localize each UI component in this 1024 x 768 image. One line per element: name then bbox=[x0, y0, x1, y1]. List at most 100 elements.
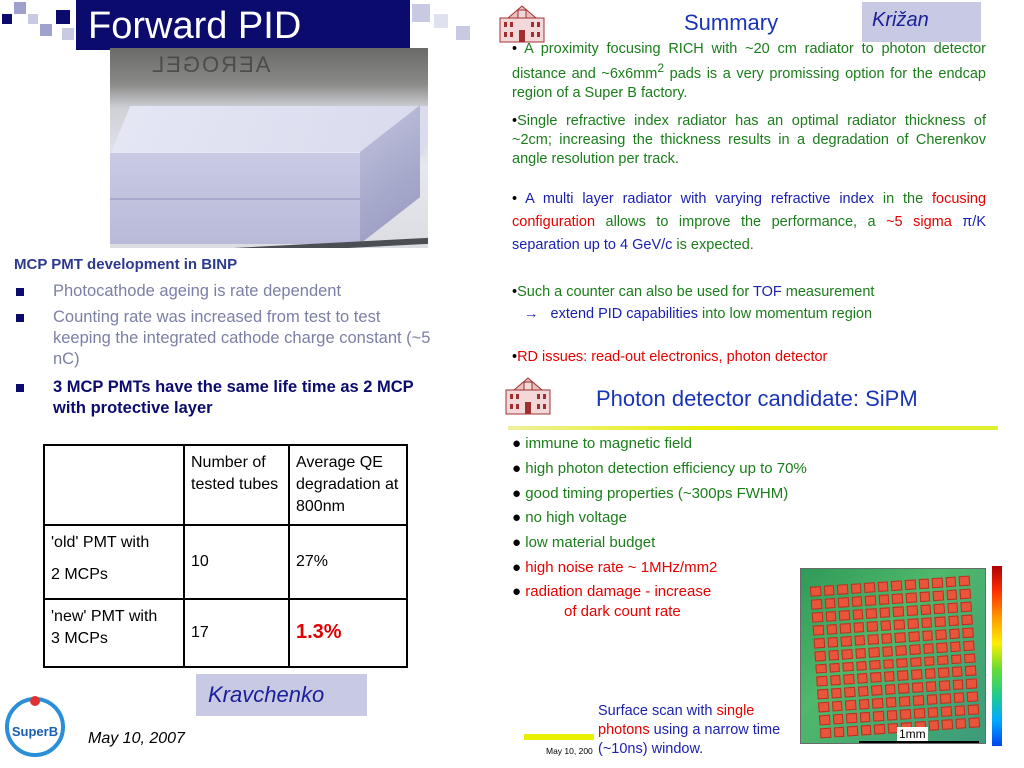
bullet-text-2: Counting rate was increased from test to… bbox=[53, 308, 431, 368]
sipm-pixel bbox=[832, 713, 844, 725]
sipm-pixel bbox=[817, 689, 829, 700]
title-bar bbox=[76, 0, 410, 50]
summary-paragraph-1: • A proximity focusing RICH with ~20 cm … bbox=[512, 41, 987, 101]
table-cell: 'old' PMT with 2 MCPs bbox=[43, 524, 185, 600]
sipm-pixel bbox=[945, 576, 957, 588]
sipm-pixel bbox=[893, 618, 906, 630]
sipm-pixel bbox=[952, 679, 964, 691]
feature-text: good timing properties (~300ps FWHM) bbox=[525, 485, 789, 502]
sipm-pixel bbox=[818, 714, 831, 726]
sipm-pixel bbox=[825, 610, 837, 622]
sipm-pixel bbox=[953, 692, 965, 704]
p3-b: in the bbox=[874, 191, 932, 207]
sipm-pixel bbox=[841, 648, 853, 660]
sipm-pixel bbox=[897, 670, 909, 682]
sipm-pixel bbox=[948, 628, 961, 639]
sipm-pixel bbox=[967, 691, 979, 703]
sipm-pixel bbox=[864, 595, 877, 606]
sipm-pixel bbox=[846, 725, 859, 737]
summary-paragraph-4: •Such a counter can also be used for TOF… bbox=[512, 284, 875, 322]
sipm-pixel bbox=[911, 682, 924, 694]
title-decoration bbox=[0, 0, 76, 50]
feature-item: ● high noise rate ~ 1MHz/mm2 bbox=[512, 559, 718, 576]
sipm-pixel bbox=[911, 669, 923, 681]
row-name-line2: 3 MCPs bbox=[51, 630, 108, 647]
p4-e: into low momentum region bbox=[698, 306, 873, 322]
photon-detector-title: Photon detector candidate: SiPM bbox=[596, 386, 918, 411]
sipm-pixel bbox=[892, 593, 904, 604]
sipm-pixel bbox=[858, 699, 870, 710]
sipm-pixel bbox=[918, 578, 930, 590]
sipm-pixel bbox=[961, 614, 973, 625]
sipm-pixel bbox=[898, 683, 910, 695]
sipm-pixel bbox=[827, 636, 839, 648]
university-building-icon bbox=[505, 377, 551, 415]
sipm-pixel bbox=[905, 592, 917, 603]
table-cell: 1.3% bbox=[288, 598, 408, 668]
sipm-pixel bbox=[826, 623, 838, 635]
summary-paragraph-3: • A multi layer radiator with varying re… bbox=[512, 191, 987, 253]
sipm-pixel bbox=[950, 653, 963, 665]
sipm-pixel bbox=[938, 667, 950, 679]
sipm-pixel bbox=[939, 680, 951, 692]
sipm-pixel bbox=[836, 584, 849, 595]
sipm-pixel bbox=[844, 687, 856, 698]
sipm-pixel bbox=[828, 662, 841, 674]
sipm-pixel bbox=[854, 634, 866, 646]
sipm-pixel bbox=[908, 630, 920, 642]
sipm-pixel bbox=[818, 701, 830, 713]
table-header-cell: Average QE degradation at 800nm bbox=[288, 444, 408, 526]
logo-text: SuperB bbox=[12, 724, 58, 739]
photo-label: AEROGEL bbox=[150, 52, 271, 77]
p3-g: is expected. bbox=[672, 237, 754, 253]
sipm-pixel bbox=[813, 637, 825, 649]
feature-item: ● immune to magnetic field bbox=[512, 435, 692, 452]
feature-item: ● radiation damage - increase bbox=[512, 583, 712, 600]
sipm-pixel bbox=[935, 629, 947, 640]
sipm-pixel bbox=[852, 608, 864, 620]
feature-item: ● high photon detection efficiency up to… bbox=[512, 460, 807, 477]
table-cell: 27% bbox=[288, 524, 408, 600]
sipm-pixel bbox=[859, 712, 871, 723]
sipm-pixel bbox=[885, 697, 897, 708]
sipm-pixel bbox=[966, 678, 978, 690]
sipm-pixel bbox=[857, 686, 869, 697]
sipm-pixel bbox=[872, 698, 884, 709]
summary-paragraph-5: •RD issues: read-out electronics, photon… bbox=[512, 349, 828, 365]
sipm-pixel bbox=[869, 659, 881, 671]
sipm-pixel bbox=[949, 640, 962, 652]
p2-text: Single refractive index radiator has an … bbox=[512, 113, 986, 167]
sipm-pixel bbox=[924, 668, 936, 680]
sipm-pixel bbox=[912, 695, 925, 706]
caption-a: Surface scan with bbox=[598, 703, 717, 719]
university-building-icon bbox=[499, 5, 545, 43]
sipm-pixel bbox=[899, 696, 911, 707]
p1-text-b: pads is a very promissing option for the… bbox=[512, 65, 986, 101]
sipm-pixel bbox=[968, 717, 981, 728]
table-row: 'new' PMT with 3 MCPs 17 1.3% bbox=[43, 598, 408, 668]
row-name-line1: 'new' PMT with bbox=[51, 608, 158, 625]
aerogel-photo: AEROGEL bbox=[110, 48, 428, 248]
sipm-pixel bbox=[879, 607, 891, 618]
sipm-pixel bbox=[814, 650, 826, 662]
sipm-pixel bbox=[959, 588, 972, 600]
sipm-pixel bbox=[874, 723, 886, 735]
p4-b: TOF bbox=[753, 284, 782, 300]
sipm-pixel bbox=[865, 608, 878, 619]
qe-degradation-table: Number of tested tubes Average QE degrad… bbox=[43, 444, 408, 668]
feature-item: ● no high voltage bbox=[512, 509, 627, 526]
bullet-text-1: Photocathode ageing is rate dependent bbox=[53, 282, 342, 300]
p3-c: focusing configuration bbox=[512, 191, 987, 230]
summary-title: Summary bbox=[684, 10, 779, 35]
feature-item: ● good timing properties (~300ps FWHM) bbox=[512, 485, 789, 502]
author-badge-right: Križan bbox=[862, 2, 981, 42]
sipm-pixel bbox=[816, 676, 828, 687]
sipm-pixel bbox=[866, 620, 879, 632]
scale-label: 1mm bbox=[897, 727, 928, 741]
sipm-pixel bbox=[883, 658, 895, 670]
sipm-pixel bbox=[955, 718, 967, 729]
sipm-pixel bbox=[853, 621, 865, 633]
sipm-pixel bbox=[831, 701, 843, 712]
sipm-pixel bbox=[920, 604, 932, 615]
feature-text: high noise rate ~ 1MHz/mm2 bbox=[525, 559, 718, 576]
